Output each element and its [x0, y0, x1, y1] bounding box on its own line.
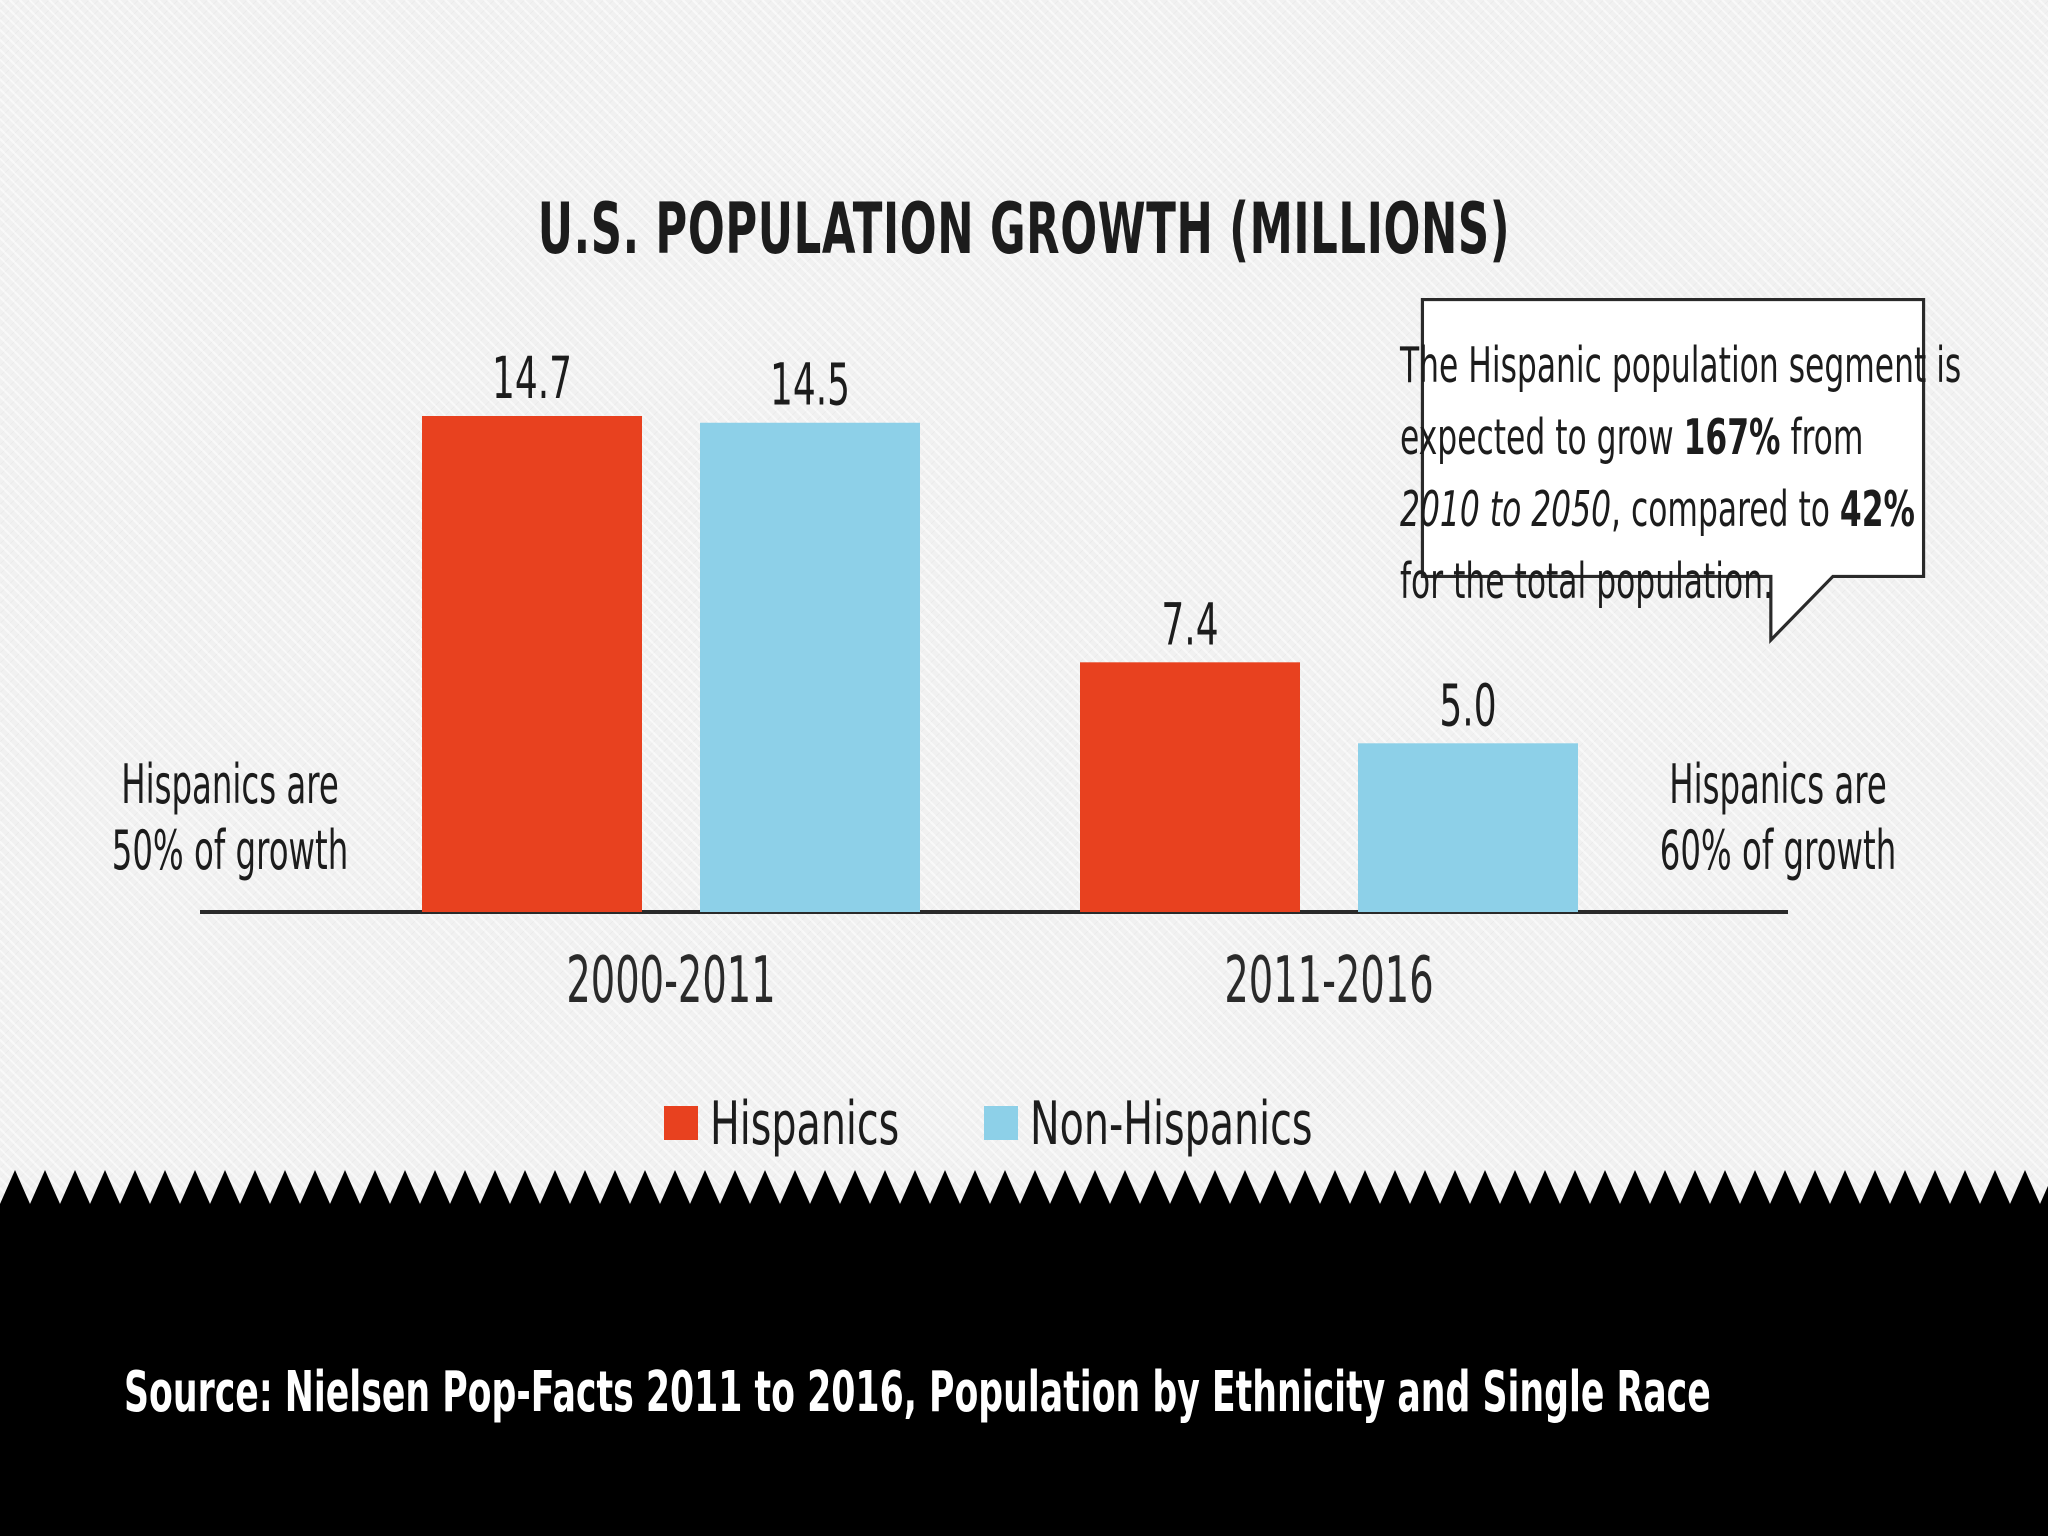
- legend: Hispanics Non-Hispanics: [0, 1086, 2048, 1166]
- bar-hispanics-2000-2011: [422, 416, 642, 912]
- note-left-line2: 50% of growth: [111, 819, 349, 882]
- callout-line1: The Hispanic population segment is: [1400, 337, 1962, 394]
- callout-line3: 2010 to 2050, compared to 42%: [1400, 481, 1915, 538]
- category-label-2011-2016: 2011-2016: [1224, 944, 1433, 1018]
- source-text: Source: Nielsen Pop-Facts 2011 to 2016, …: [124, 1360, 1711, 1425]
- chart-title: U.S. POPULATION GROWTH (MILLIONS): [537, 188, 1511, 270]
- legend-swatch-non-hispanics: [984, 1106, 1018, 1140]
- data-label-hispanics-2011-2016: 7.4: [1161, 591, 1218, 658]
- bar-hispanics-2011-2016: [1080, 662, 1300, 912]
- note-right-line1: Hispanics are: [1669, 753, 1887, 816]
- note-right: Hispanics are 60% of growth: [1658, 752, 1898, 884]
- bar-non-hispanics-2011-2016: [1358, 743, 1578, 912]
- note-right-line2: 60% of growth: [1659, 819, 1897, 882]
- callout-bubble: [1420, 298, 1926, 644]
- note-left: Hispanics are 50% of growth: [110, 752, 350, 884]
- bar-non-hispanics-2000-2011: [700, 422, 920, 912]
- callout-line4: for the total population.: [1400, 553, 1774, 610]
- legend-label-hispanics: Hispanics: [710, 1089, 900, 1159]
- data-label-non-hispanics-2000-2011: 14.5: [770, 352, 850, 419]
- callout-text: The Hispanic population segment is expec…: [1400, 330, 1962, 618]
- footer-band: [0, 1170, 2048, 1536]
- callout-line2: expected to grow 167% from: [1400, 409, 1864, 466]
- legend-swatch-hispanics: [664, 1106, 698, 1140]
- legend-label-non-hispanics: Non-Hispanics: [1030, 1089, 1313, 1159]
- note-left-line1: Hispanics are: [121, 753, 339, 816]
- data-label-hispanics-2000-2011: 14.7: [492, 345, 572, 412]
- data-label-non-hispanics-2011-2016: 5.0: [1439, 672, 1496, 739]
- category-label-2000-2011: 2000-2011: [566, 944, 775, 1018]
